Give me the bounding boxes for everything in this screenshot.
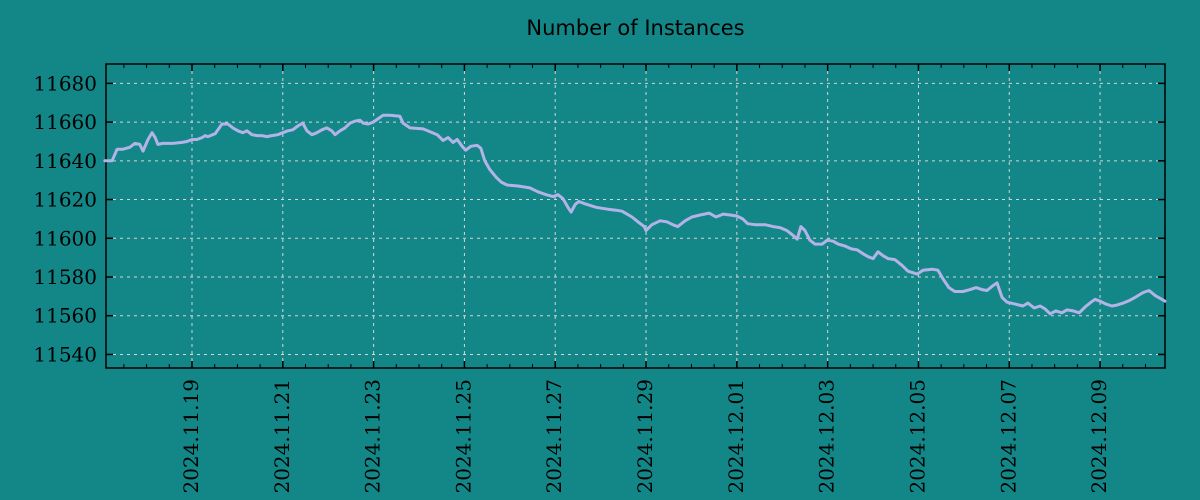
y-tick-label: 11580 (33, 265, 97, 289)
series-line-instances (103, 113, 1167, 316)
y-tick-label: 11660 (33, 110, 97, 134)
y-tick-label: 11600 (33, 226, 97, 250)
x-tick-label: 2024.12.01 (724, 379, 748, 494)
x-tick-label: 2024.11.19 (179, 379, 203, 494)
x-tick-label: 2024.12.07 (996, 379, 1020, 494)
x-tick-label: 2024.11.27 (542, 379, 566, 494)
chart-title: Number of Instances (526, 16, 745, 40)
x-tick-label: 2024.11.21 (270, 379, 294, 494)
x-tick-label: 2024.12.03 (815, 379, 839, 494)
y-tick-label: 11620 (33, 188, 97, 212)
y-tick-label: 11640 (33, 149, 97, 173)
x-tick-label: 2024.12.05 (905, 379, 929, 494)
x-tick-label: 2024.11.29 (633, 379, 657, 494)
x-tick-label: 2024.11.25 (451, 379, 475, 494)
x-tick-label: 2024.12.09 (1087, 379, 1111, 494)
y-tick-label: 11540 (33, 342, 97, 366)
plot-border (105, 63, 1166, 369)
x-tick-label: 2024.11.23 (361, 379, 385, 494)
y-tick-label: 11560 (33, 304, 97, 328)
y-tick-label: 11680 (33, 71, 97, 95)
